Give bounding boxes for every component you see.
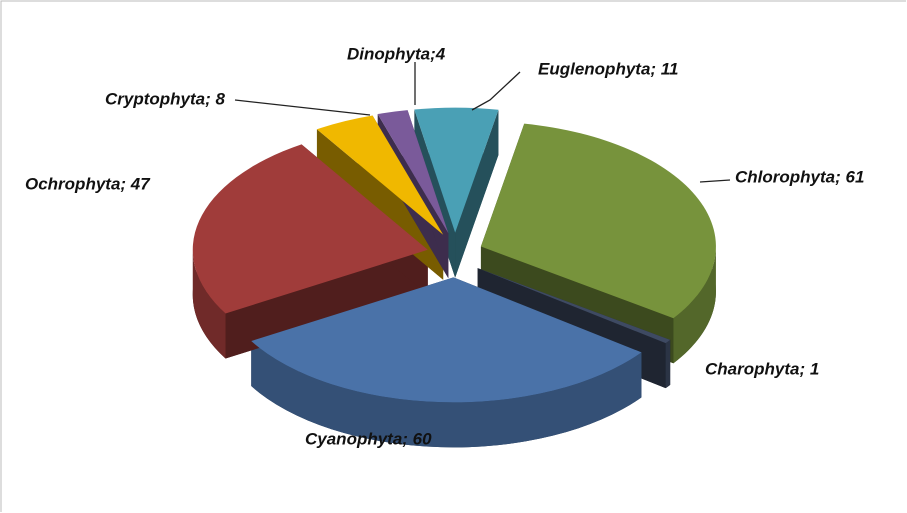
slice-wall [455, 109, 499, 278]
slice [251, 277, 642, 403]
data-label: Charophyta; 1 [705, 359, 819, 378]
slice [414, 107, 499, 233]
slice-rim [251, 341, 642, 448]
data-label: Chlorophyta; 61 [735, 167, 864, 186]
leader-line [471, 71, 521, 111]
slice [192, 144, 428, 314]
data-label: Cyanophyta; 60 [305, 429, 432, 448]
slice [477, 268, 671, 344]
data-label: Cryptophyta; 8 [105, 89, 226, 108]
slice-wall [225, 249, 428, 359]
leader-line [234, 99, 371, 116]
data-label: Dinophyta;4 [347, 44, 446, 63]
slice-rim [665, 339, 671, 389]
labels: Euglenophyta; 11 Chlorophyta; 61 Charophyt… [25, 44, 864, 448]
data-label: Ochrophyta; 47 [25, 174, 151, 193]
slice-rim [673, 246, 716, 364]
slices [192, 107, 716, 448]
slice [316, 115, 444, 235]
slice [377, 110, 449, 234]
slice-rim [192, 249, 226, 359]
leader-line [699, 179, 731, 183]
slice [480, 123, 716, 319]
data-label: Euglenophyta; 11 [538, 59, 678, 78]
